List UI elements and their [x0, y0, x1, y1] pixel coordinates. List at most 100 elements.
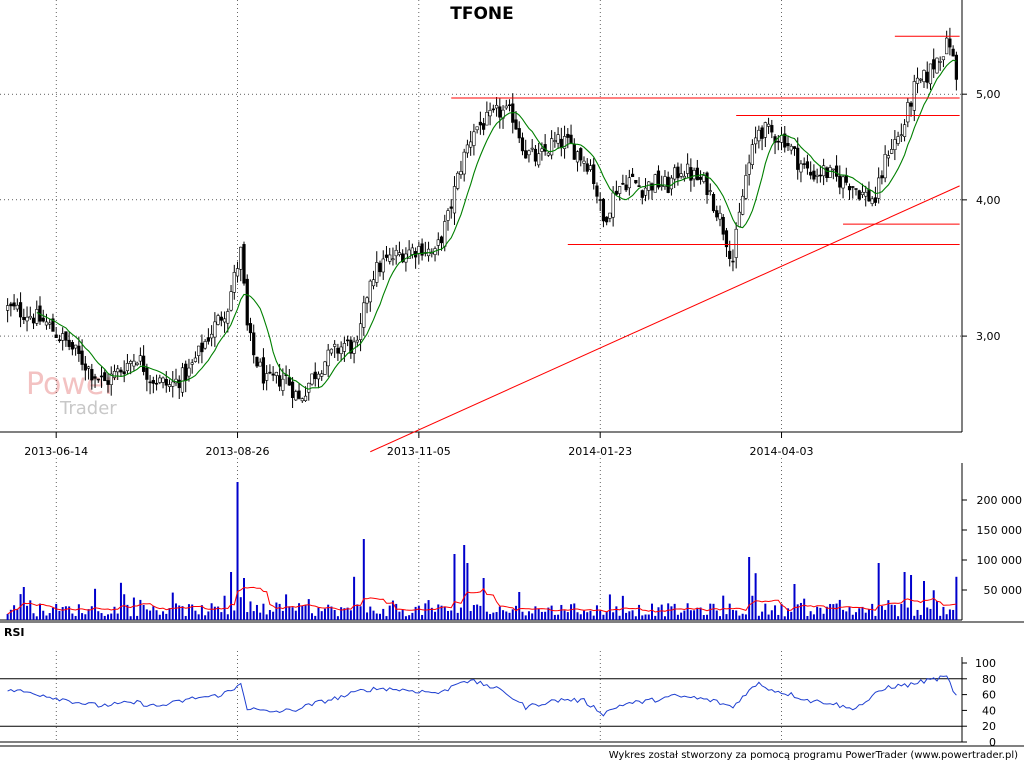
candle-body	[320, 373, 324, 377]
candle-body	[906, 102, 910, 123]
candle-body	[9, 303, 13, 307]
volume-bar	[712, 603, 715, 620]
candle-body	[802, 163, 806, 165]
volume-bar	[916, 609, 919, 620]
candle-body	[116, 368, 120, 373]
candle-body	[812, 170, 816, 180]
candle-body	[595, 185, 599, 197]
candle-body	[760, 127, 764, 139]
candle-body	[271, 373, 275, 376]
volume-bar	[741, 613, 744, 620]
volume-bar	[84, 614, 87, 620]
volume-bar	[236, 482, 239, 620]
volume-bar	[861, 606, 864, 620]
candle-body	[647, 181, 651, 191]
volume-bar	[479, 605, 482, 620]
candle-body	[439, 236, 444, 244]
volume-bar	[851, 614, 854, 620]
volume-bar	[336, 616, 339, 620]
volume-bar	[90, 606, 93, 620]
rsi-tick-label: 80	[982, 673, 996, 686]
candle-body	[397, 252, 402, 255]
candle-body	[507, 104, 512, 107]
volume-bar	[735, 610, 738, 620]
volume-bar	[472, 605, 475, 620]
volume-bar	[570, 604, 573, 620]
volume-bar	[913, 615, 916, 620]
rsi-tick-label: 20	[982, 720, 996, 733]
candle-body	[41, 317, 45, 322]
candle-body	[783, 133, 787, 148]
volume-bar	[799, 602, 802, 620]
candle-body	[618, 186, 622, 194]
volume-bar	[191, 604, 194, 620]
candle-body	[258, 361, 262, 367]
candle-body	[22, 317, 26, 320]
rsi-panel	[0, 675, 962, 727]
candle-body	[922, 70, 926, 83]
candle-body	[129, 361, 133, 364]
volume-bar	[647, 614, 650, 620]
candle-body	[420, 243, 424, 256]
candle-body	[6, 305, 10, 311]
candle-body	[734, 228, 738, 258]
candle-body	[365, 297, 369, 304]
candle-body	[562, 136, 567, 149]
candle-body	[666, 176, 670, 193]
volume-bar	[618, 615, 621, 620]
candle-body	[880, 175, 884, 179]
candle-body	[417, 246, 421, 254]
candle-body	[326, 349, 330, 367]
volume-bar	[579, 614, 582, 620]
candle-body	[546, 152, 550, 156]
volume-bar	[459, 607, 462, 620]
candle-body	[219, 316, 223, 321]
candle-body	[222, 318, 227, 323]
candle-body	[537, 153, 541, 166]
volume-bar	[149, 610, 152, 620]
volume-bar	[213, 606, 216, 620]
volume-bar	[175, 603, 177, 620]
volume-bar	[304, 605, 307, 620]
volume-bar	[524, 615, 527, 620]
volume-tick-label: 50 000	[984, 584, 1023, 597]
volume-bar	[505, 611, 508, 620]
volume-bar	[469, 611, 472, 620]
candle-body	[491, 108, 495, 111]
candle-body	[867, 189, 871, 202]
rsi-tick-label: 40	[982, 704, 996, 717]
candle-body	[106, 380, 110, 385]
candle-body	[290, 381, 295, 398]
candle-body	[44, 321, 49, 326]
candle-body	[815, 174, 819, 177]
volume-bar	[654, 615, 657, 620]
candle-body	[938, 61, 942, 63]
volume-bar	[764, 603, 767, 620]
candle-body	[860, 191, 865, 195]
candle-body	[592, 164, 596, 185]
volume-bar	[110, 613, 113, 620]
volume-bar	[217, 606, 220, 620]
candle-body	[643, 187, 648, 196]
candle-body	[287, 377, 291, 386]
volume-bar	[877, 563, 880, 620]
volume-bar	[651, 603, 653, 620]
rsi-tick-label: 0	[989, 736, 996, 749]
candle-body	[193, 357, 198, 362]
candle-body	[679, 173, 683, 177]
candle-body	[530, 147, 534, 150]
volume-bar	[566, 612, 569, 620]
volume-bar	[906, 607, 909, 620]
volume-bar	[466, 563, 469, 620]
volume-bar	[26, 605, 29, 620]
candle-body	[517, 128, 521, 139]
candle-body	[488, 110, 492, 117]
volume-bar	[812, 614, 815, 620]
candle-body	[689, 167, 693, 181]
volume-bar	[123, 594, 126, 620]
candle-body	[601, 198, 606, 222]
candle-body	[391, 258, 395, 261]
candle-body	[28, 315, 32, 319]
candle-body	[333, 343, 337, 347]
volume-bar	[683, 610, 686, 620]
